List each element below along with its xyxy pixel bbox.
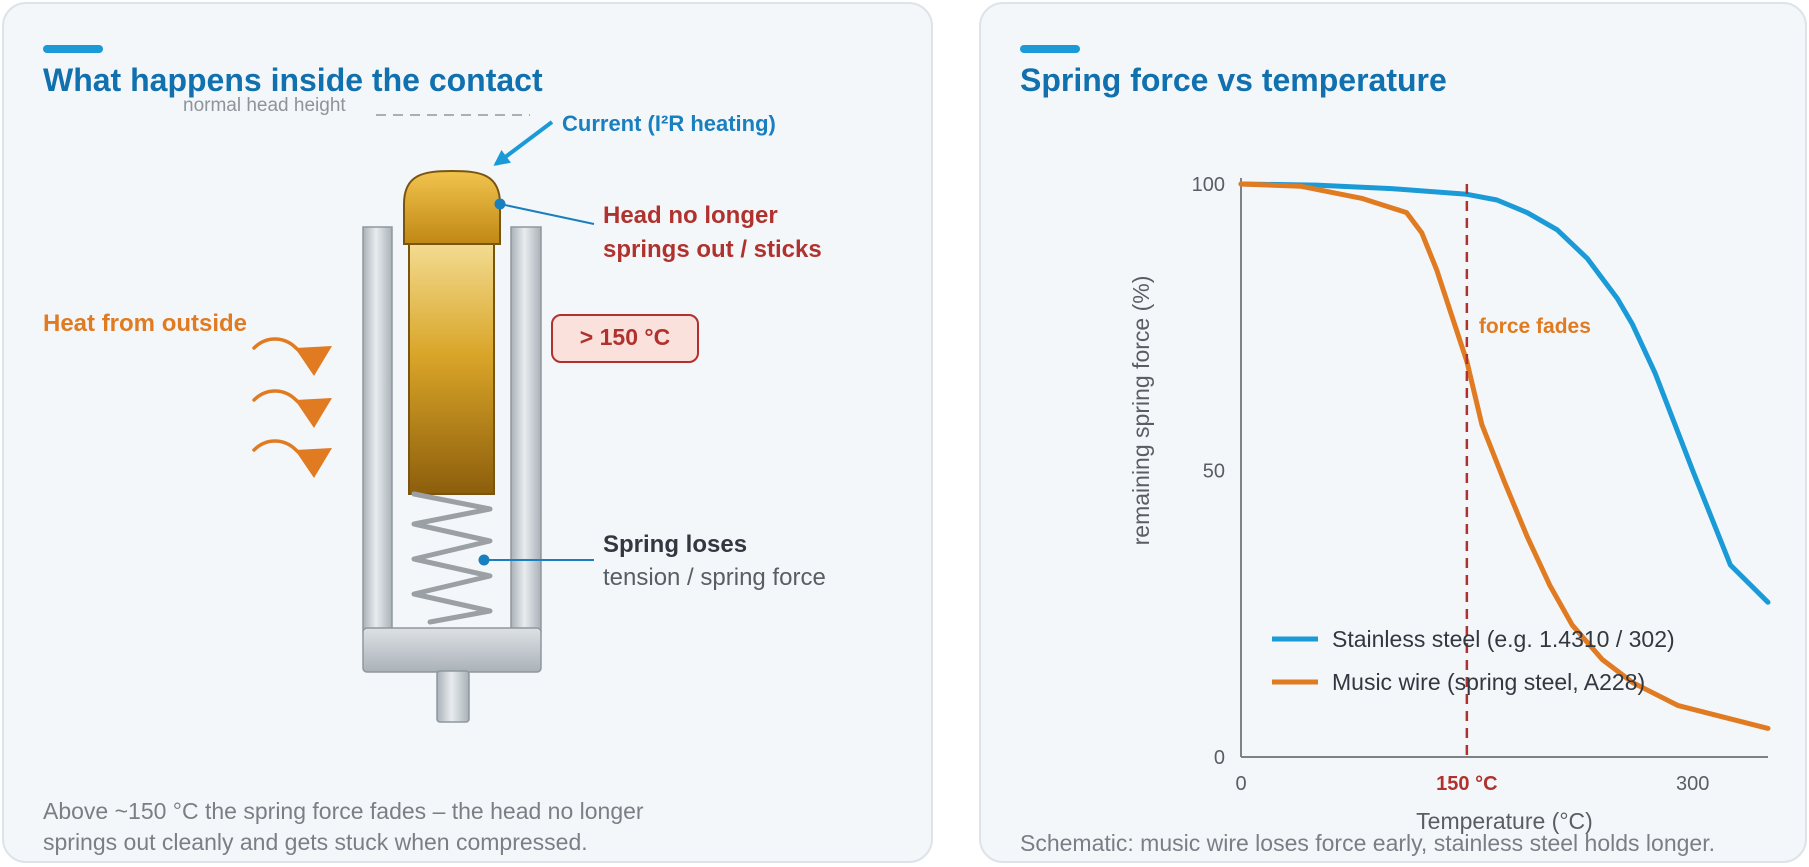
- legend-label: Stainless steel (e.g. 1.4310 / 302): [1332, 626, 1675, 652]
- plunger-head: [403, 169, 501, 245]
- left-caption-line1: Above ~150 °C the spring force fades – t…: [43, 798, 644, 824]
- panel-title: Spring force vs temperature: [1020, 62, 1447, 98]
- right-caption: Schematic: music wire loses force early,…: [1020, 830, 1715, 856]
- spring-callout-line2: tension / spring force: [603, 564, 826, 591]
- chart-panel: Spring force vs temperature 0 50 100 0 150 °…: [979, 2, 1807, 863]
- x-tick-label: 300: [1676, 773, 1709, 795]
- force-fades-annotation: force fades: [1479, 315, 1591, 338]
- head-callout-line: [499, 203, 595, 225]
- spring-callout-dot: [478, 554, 490, 566]
- left-caption: Above ~150 °C the spring force fades – t…: [43, 796, 644, 858]
- title-accent-bar: [43, 45, 103, 53]
- head-callout-line2: springs out / sticks: [603, 236, 822, 263]
- spring-force-chart: 0 50 100 0 150 °C 300 Temperature (°C) remainin…: [1128, 174, 1771, 834]
- heat-waves-icon: [252, 337, 332, 478]
- panel-title: What happens inside the contact: [43, 62, 543, 98]
- legend-label: Music wire (spring steel, A228): [1332, 669, 1645, 695]
- barrel-right-wall: [510, 226, 542, 633]
- spring-icon: [411, 491, 493, 625]
- x-axis-label: Temperature (°C): [1416, 808, 1593, 834]
- y-axis-label: remaining spring force (%): [1128, 276, 1154, 546]
- normal-head-height-label: normal head height: [183, 95, 346, 116]
- x-tick-label: 150 °C: [1436, 773, 1497, 795]
- stainless-steel-line: [1238, 181, 1771, 605]
- tail-pin: [436, 670, 470, 723]
- contact-illustration: normal head height Current (I²R heating)…: [43, 95, 826, 723]
- plunger: [408, 241, 495, 495]
- barrel-base: [362, 627, 542, 673]
- current-arrow-icon: [493, 120, 554, 166]
- barrel-left-wall: [362, 226, 393, 633]
- temperature-badge-label: > 150 °C: [580, 324, 670, 350]
- temperature-badge: [551, 314, 699, 363]
- music-wire-line: [1238, 181, 1771, 731]
- head-callout-line1: Head no longer: [603, 202, 778, 229]
- x-tick-label: 0: [1235, 773, 1246, 795]
- contact-diagram-panel: What happens inside the contact: [2, 2, 933, 863]
- title-accent-bar: [1020, 45, 1080, 53]
- current-label: Current (I²R heating): [562, 111, 776, 136]
- y-tick-label: 100: [1192, 174, 1225, 196]
- y-tick-label: 50: [1203, 461, 1225, 483]
- y-tick-label: 0: [1214, 747, 1225, 769]
- heat-label: Heat from outside: [43, 310, 247, 337]
- head-callout-dot: [494, 198, 506, 210]
- left-caption-line2: springs out cleanly and gets stuck when …: [43, 829, 588, 855]
- spring-callout-line1: Spring loses: [603, 531, 747, 558]
